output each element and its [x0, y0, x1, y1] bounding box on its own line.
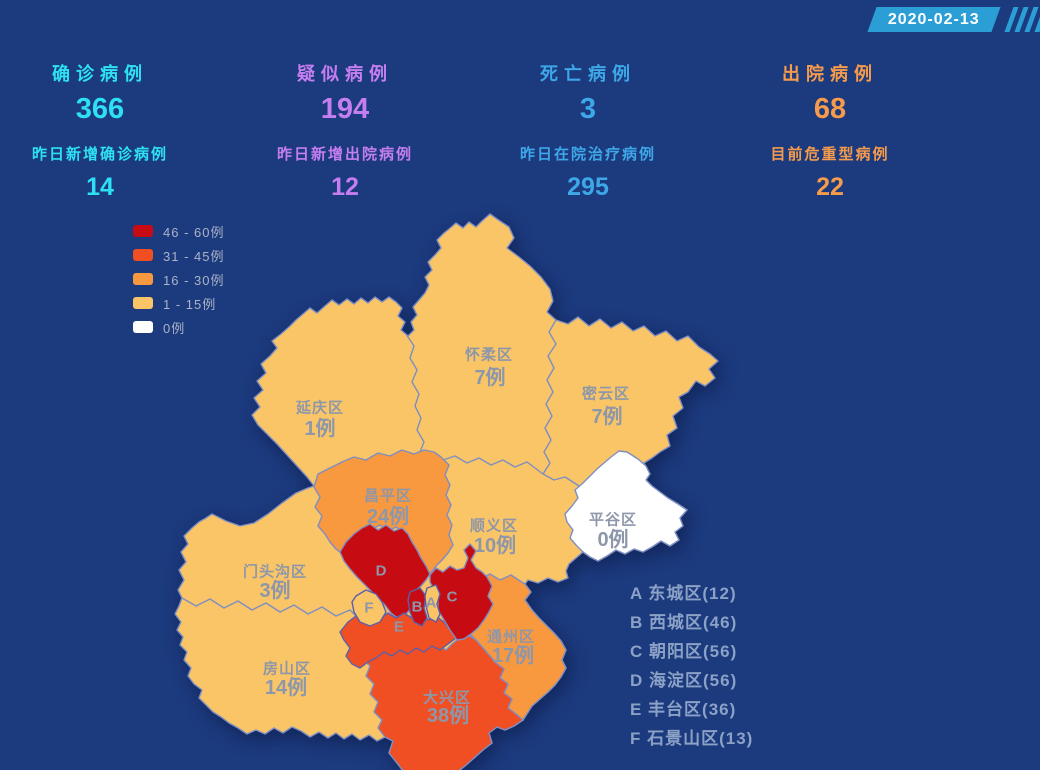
legend-swatch: [133, 225, 153, 237]
legend-label: 46 - 60例: [163, 224, 225, 240]
legend-label: 1 - 15例: [163, 296, 217, 312]
district-label-count: 7例: [591, 404, 622, 428]
legend-row: 16 - 30例: [133, 267, 224, 291]
legend-row: 1 - 15例: [133, 291, 224, 315]
district-border-miyun-shunyi: [542, 473, 584, 490]
district-label-count: 14例: [265, 675, 307, 699]
stat-card-suspected: 疑似病例 194 昨日新增出院病例 12: [277, 60, 413, 202]
district-marker-d: D: [376, 563, 387, 580]
stat-sub-label: 昨日在院治疗病例: [519, 146, 657, 163]
legend-swatch: [133, 321, 153, 333]
district-label-count: 10例: [474, 533, 516, 557]
list-item: B 西城区(46): [630, 613, 738, 632]
legend-swatch-icon: [133, 297, 153, 309]
legend-swatch: [133, 297, 153, 309]
district-border-yanqing-huairou: [405, 333, 429, 457]
stat-label: 疑似病例: [296, 64, 393, 84]
stat-sub-value: 12: [331, 173, 359, 201]
legend-label: 0例: [163, 320, 186, 336]
district-label-count: 3例: [259, 578, 290, 602]
list-item: C 朝阳区(56): [630, 642, 738, 661]
district-marker-f: F: [364, 600, 373, 617]
district-label-name: 门头沟区: [243, 563, 307, 581]
district-label-name: 通州区: [487, 629, 535, 646]
district-label-name: 怀柔区: [465, 346, 513, 364]
district-label-name: 顺义区: [470, 517, 518, 535]
stat-value: 194: [320, 93, 370, 125]
district-label-name: 房山区: [263, 660, 311, 678]
list-item: F 石景山区(13): [630, 729, 754, 748]
district-marker-e: E: [394, 619, 404, 636]
district-shape-dongcheng[interactable]: [424, 584, 441, 623]
district-label-count: 24例: [367, 504, 409, 528]
stat-card-discharged: 出院病例 68 目前危重型病例 22: [770, 60, 889, 202]
legend-swatch-icon: [133, 273, 153, 285]
district-label-name: 大兴区: [423, 689, 471, 707]
legend-swatch-icon: [133, 321, 153, 333]
legend-row: 31 - 45例: [133, 243, 224, 267]
list-item: A 东城区(12): [630, 584, 737, 603]
district-label-count: 7例: [474, 365, 505, 389]
legend-row: 46 - 60例: [133, 219, 224, 243]
district-label-count: 38例: [427, 703, 469, 727]
legend-swatch-icon: [133, 225, 153, 237]
list-item: D 海淀区(56): [630, 671, 738, 690]
stat-card-deaths: 死亡病例 3 昨日在院治疗病例 295: [520, 60, 656, 202]
district-shape-haidian[interactable]: [339, 523, 431, 620]
stat-sub-label: 昨日新增确诊病例: [31, 146, 169, 163]
stat-value: 3: [579, 93, 597, 125]
stat-sub-value: 22: [816, 173, 844, 201]
stat-card-confirmed: 确诊病例 366 昨日新增确诊病例 14: [32, 60, 168, 202]
legend-row: 0例: [133, 315, 224, 339]
map-legend: 46 - 60例 31 - 45例 16 - 30例 1 - 15例 0例: [133, 219, 224, 339]
stat-sub-value: 295: [567, 173, 609, 201]
legend-swatch-icon: [133, 249, 153, 261]
district-border-huairou-miyun: [542, 319, 557, 475]
legend-swatch: [133, 249, 153, 261]
legend-label: 31 - 45例: [163, 248, 225, 264]
district-label-count: 17例: [492, 643, 534, 667]
district-label-count: 0例: [597, 527, 628, 551]
stat-value: 68: [813, 93, 847, 125]
stat-sub-label: 昨日新增出院病例: [276, 146, 414, 163]
district-label-name: 密云区: [582, 385, 630, 403]
stat-value: 366: [75, 93, 125, 125]
legend-label: 16 - 30例: [163, 272, 225, 288]
district-label-name: 昌平区: [364, 488, 412, 505]
district-marker-a: A: [426, 595, 437, 612]
stat-label: 出院病例: [781, 64, 878, 84]
district-marker-b: B: [412, 599, 423, 616]
list-item: E 丰台区(36): [630, 700, 737, 719]
stat-label: 死亡病例: [539, 64, 636, 84]
legend-swatch: [133, 273, 153, 285]
district-shape-chaoyang[interactable]: [429, 543, 494, 641]
district-border-huairou-shunyi: [427, 455, 544, 475]
stat-label: 确诊病例: [51, 64, 148, 84]
district-label-count: 1例: [304, 416, 335, 440]
district-marker-c: C: [447, 589, 458, 606]
stat-sub-value: 14: [86, 173, 114, 201]
district-shape-xicheng[interactable]: [407, 587, 428, 627]
inner-city-list: A 东城区(12) B 西城区(46) C 朝阳区(56) D 海淀区(56) …: [630, 579, 753, 753]
district-shape-shijingshan[interactable]: [351, 589, 387, 627]
district-shape-pinggu[interactable]: [564, 450, 688, 562]
district-label-name: 平谷区: [589, 512, 637, 529]
stat-sub-label: 目前危重型病例: [770, 146, 890, 163]
district-label-name: 延庆区: [295, 399, 344, 417]
